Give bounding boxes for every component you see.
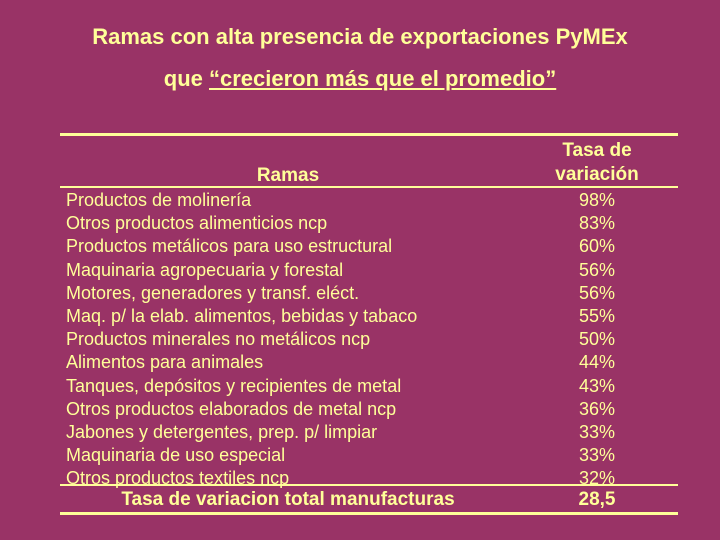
- row-value: 36%: [578, 398, 616, 419]
- table-row: Productos minerales no metálicos ncp 50%: [60, 328, 678, 351]
- table-rows: Productos de molinería 98% Otros producto…: [60, 189, 678, 490]
- row-value: 60%: [578, 236, 616, 257]
- row-value: 56%: [578, 259, 616, 280]
- header-tasa-line-2: variación: [555, 164, 639, 185]
- row-name: Productos metálicos para uso estructural: [66, 236, 393, 257]
- row-name: Tanques, depósitos y recipientes de meta…: [66, 375, 402, 396]
- row-value: 98%: [578, 190, 616, 210]
- row-name: Maq. p/ la elab. alimentos, bebidas y ta…: [66, 305, 418, 326]
- row-value: 55%: [578, 305, 616, 326]
- table-row: Maquinaria de uso especial 33%: [60, 444, 678, 467]
- row-name: Productos minerales no metálicos ncp: [66, 329, 371, 350]
- title-line-2-underlined: “crecieron más que el promedio”: [209, 66, 557, 91]
- table-row: Maquinaria agropecuaria y forestal 56%: [60, 259, 678, 282]
- table-total-row: Tasa de variacion total manufacturas 28,…: [60, 488, 678, 512]
- header-tasa-line-1: Tasa de: [562, 140, 632, 161]
- row-name: Maquinaria agropecuaria y forestal: [66, 259, 344, 280]
- title-line-2-prefix: que: [163, 66, 209, 91]
- row-name: Otros productos alimenticios ncp: [66, 213, 328, 234]
- total-label: Tasa de variacion total manufacturas: [121, 489, 455, 510]
- row-name: Motores, generadores y transf. eléct.: [66, 282, 360, 303]
- table-row: Otros productos textiles ncp 32%: [60, 467, 678, 490]
- row-name: Productos de molinería: [66, 190, 252, 210]
- table-bottom-rule: [60, 512, 678, 515]
- row-value: 83%: [578, 213, 616, 234]
- table-row: Jabones y detergentes, prep. p/ limpiar 3…: [60, 421, 678, 444]
- table-total-rule: [60, 484, 678, 486]
- table-row: Tanques, depósitos y recipientes de meta…: [60, 375, 678, 398]
- header-ramas: Ramas: [256, 165, 320, 186]
- title-line-2: que “crecieron más que el promedio”: [0, 66, 720, 92]
- title-line-1: Ramas con alta presencia de exportacione…: [92, 24, 628, 49]
- row-name: Otros productos textiles ncp: [66, 468, 290, 489]
- table-row: Alimentos para animales 44%: [60, 351, 678, 374]
- header-tasa: Tasa de variación: [516, 139, 678, 187]
- row-value: 56%: [578, 282, 616, 303]
- table-row: Productos de molinería 98%: [60, 189, 678, 212]
- row-value: 50%: [578, 329, 616, 350]
- row-value: 32%: [578, 468, 616, 489]
- row-value: 33%: [578, 421, 616, 442]
- table-row: Maq. p/ la elab. alimentos, bebidas y ta…: [60, 305, 678, 328]
- row-value: 33%: [578, 445, 616, 466]
- total-value: 28,5: [578, 489, 616, 510]
- row-name: Jabones y detergentes, prep. p/ limpiar: [66, 421, 378, 442]
- row-name: Otros productos elaborados de metal ncp: [66, 398, 397, 419]
- table-row: Productos metálicos para uso estructural…: [60, 235, 678, 258]
- row-value: 43%: [578, 375, 616, 396]
- table-row: Otros productos alimenticios ncp 83%: [60, 212, 678, 235]
- table-row: Motores, generadores y transf. eléct. 56%: [60, 282, 678, 305]
- row-name: Alimentos para animales: [66, 352, 264, 373]
- table-top-rule: [60, 133, 678, 136]
- row-value: 44%: [578, 352, 616, 373]
- row-name: Maquinaria de uso especial: [66, 445, 286, 466]
- table-header-rule: [60, 186, 678, 188]
- table-row: Otros productos elaborados de metal ncp 3…: [60, 398, 678, 421]
